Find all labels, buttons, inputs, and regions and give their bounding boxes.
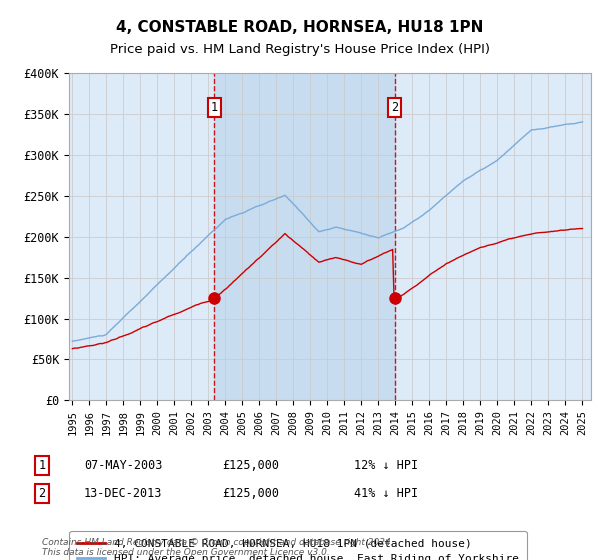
Text: 1: 1	[38, 459, 46, 473]
Text: Contains HM Land Registry data © Crown copyright and database right 2024.
This d: Contains HM Land Registry data © Crown c…	[42, 538, 394, 557]
Text: £125,000: £125,000	[222, 459, 279, 473]
Text: 4, CONSTABLE ROAD, HORNSEA, HU18 1PN: 4, CONSTABLE ROAD, HORNSEA, HU18 1PN	[116, 20, 484, 35]
Text: 1: 1	[211, 101, 218, 114]
Text: 2: 2	[38, 487, 46, 501]
Text: Price paid vs. HM Land Registry's House Price Index (HPI): Price paid vs. HM Land Registry's House …	[110, 43, 490, 56]
Text: 41% ↓ HPI: 41% ↓ HPI	[354, 487, 418, 501]
Text: 13-DEC-2013: 13-DEC-2013	[84, 487, 163, 501]
Bar	[214, 73, 395, 400]
Text: £125,000: £125,000	[222, 487, 279, 501]
Text: 2: 2	[391, 101, 398, 114]
Legend: 4, CONSTABLE ROAD, HORNSEA, HU18 1PN (detached house), HPI: Average price, detac: 4, CONSTABLE ROAD, HORNSEA, HU18 1PN (de…	[70, 531, 527, 560]
Text: 12% ↓ HPI: 12% ↓ HPI	[354, 459, 418, 473]
Text: 07-MAY-2003: 07-MAY-2003	[84, 459, 163, 473]
